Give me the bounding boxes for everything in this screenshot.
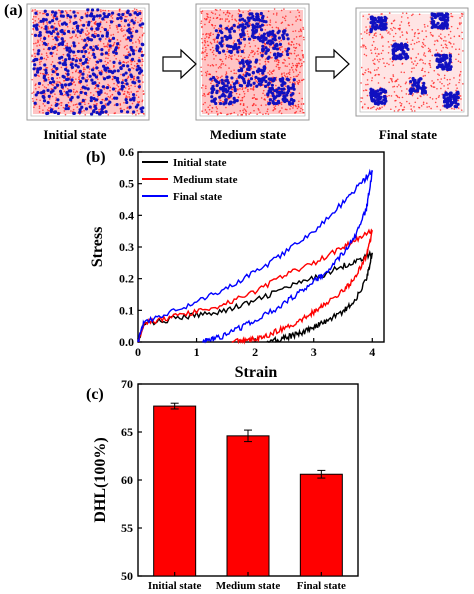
x-axis-title: Strain bbox=[235, 364, 278, 381]
y-tick-label: 0.4 bbox=[119, 208, 134, 222]
panel-c-label: (c) bbox=[86, 386, 104, 403]
loading-curve-2 bbox=[137, 228, 373, 343]
panel-a-label: (a) bbox=[4, 2, 23, 19]
initial-state-box bbox=[26, 3, 150, 121]
medium-state-box bbox=[195, 3, 310, 121]
panel-a-simulations bbox=[26, 3, 469, 121]
legend-label: Final state bbox=[173, 191, 222, 203]
stress-strain-chart: (b) 0 1 2 3 4 0.0 0.1 0.2 0.3 0.4 0.5 0.6 Strain Stres… bbox=[86, 145, 385, 381]
unloading-curve-3 bbox=[202, 169, 373, 344]
y-tick-label: 65 bbox=[121, 425, 133, 439]
panel-b-label: (b) bbox=[86, 149, 106, 166]
x-tick-label: 2 bbox=[252, 345, 258, 359]
bar bbox=[226, 435, 270, 577]
initial-state-label: Initial state bbox=[43, 127, 107, 142]
arrow-icon bbox=[162, 48, 197, 80]
loading-curve-3 bbox=[137, 168, 373, 343]
x-tick-label: 3 bbox=[311, 345, 317, 359]
final-state-label: Final state bbox=[378, 127, 438, 142]
x-tick-label: 0 bbox=[135, 345, 141, 359]
y-tick-label: 0.0 bbox=[119, 335, 134, 349]
dhl-bar-chart: (c) 50 55 60 65 70 DHL(100%) Initial state Mediu… bbox=[86, 377, 359, 592]
x-tick-label: Initial state bbox=[148, 580, 202, 592]
y-tick-label: 50 bbox=[121, 569, 133, 583]
x-tick-label: Final state bbox=[297, 580, 346, 592]
y-tick-label: 55 bbox=[121, 521, 133, 535]
legend-label: Medium state bbox=[173, 174, 238, 186]
unloading-curve-1 bbox=[266, 252, 373, 343]
y-tick-label: 0.5 bbox=[119, 177, 134, 191]
y-tick-label: 60 bbox=[121, 473, 133, 487]
x-tick-label: 1 bbox=[194, 345, 200, 359]
y-axis-title: DHL(100%) bbox=[92, 437, 109, 522]
y-tick-label: 70 bbox=[121, 377, 133, 391]
unloading-curve-2 bbox=[231, 230, 373, 345]
y-tick-label: 0.3 bbox=[119, 240, 134, 254]
loading-curve-1 bbox=[137, 249, 373, 343]
y-tick-label: 0.1 bbox=[119, 303, 134, 317]
y-axis-title: Stress bbox=[89, 227, 106, 268]
bar bbox=[299, 473, 343, 577]
bar bbox=[153, 405, 197, 577]
x-tick-label: Medium state bbox=[216, 580, 281, 592]
medium-state-label: Medium state bbox=[209, 127, 287, 142]
legend-label: Initial state bbox=[173, 157, 227, 169]
y-tick-label: 0.2 bbox=[119, 272, 134, 286]
y-tick-label: 0.6 bbox=[119, 145, 134, 159]
final-state-box bbox=[355, 7, 469, 117]
x-tick-label: 4 bbox=[369, 345, 375, 359]
arrow-icon bbox=[315, 48, 350, 80]
